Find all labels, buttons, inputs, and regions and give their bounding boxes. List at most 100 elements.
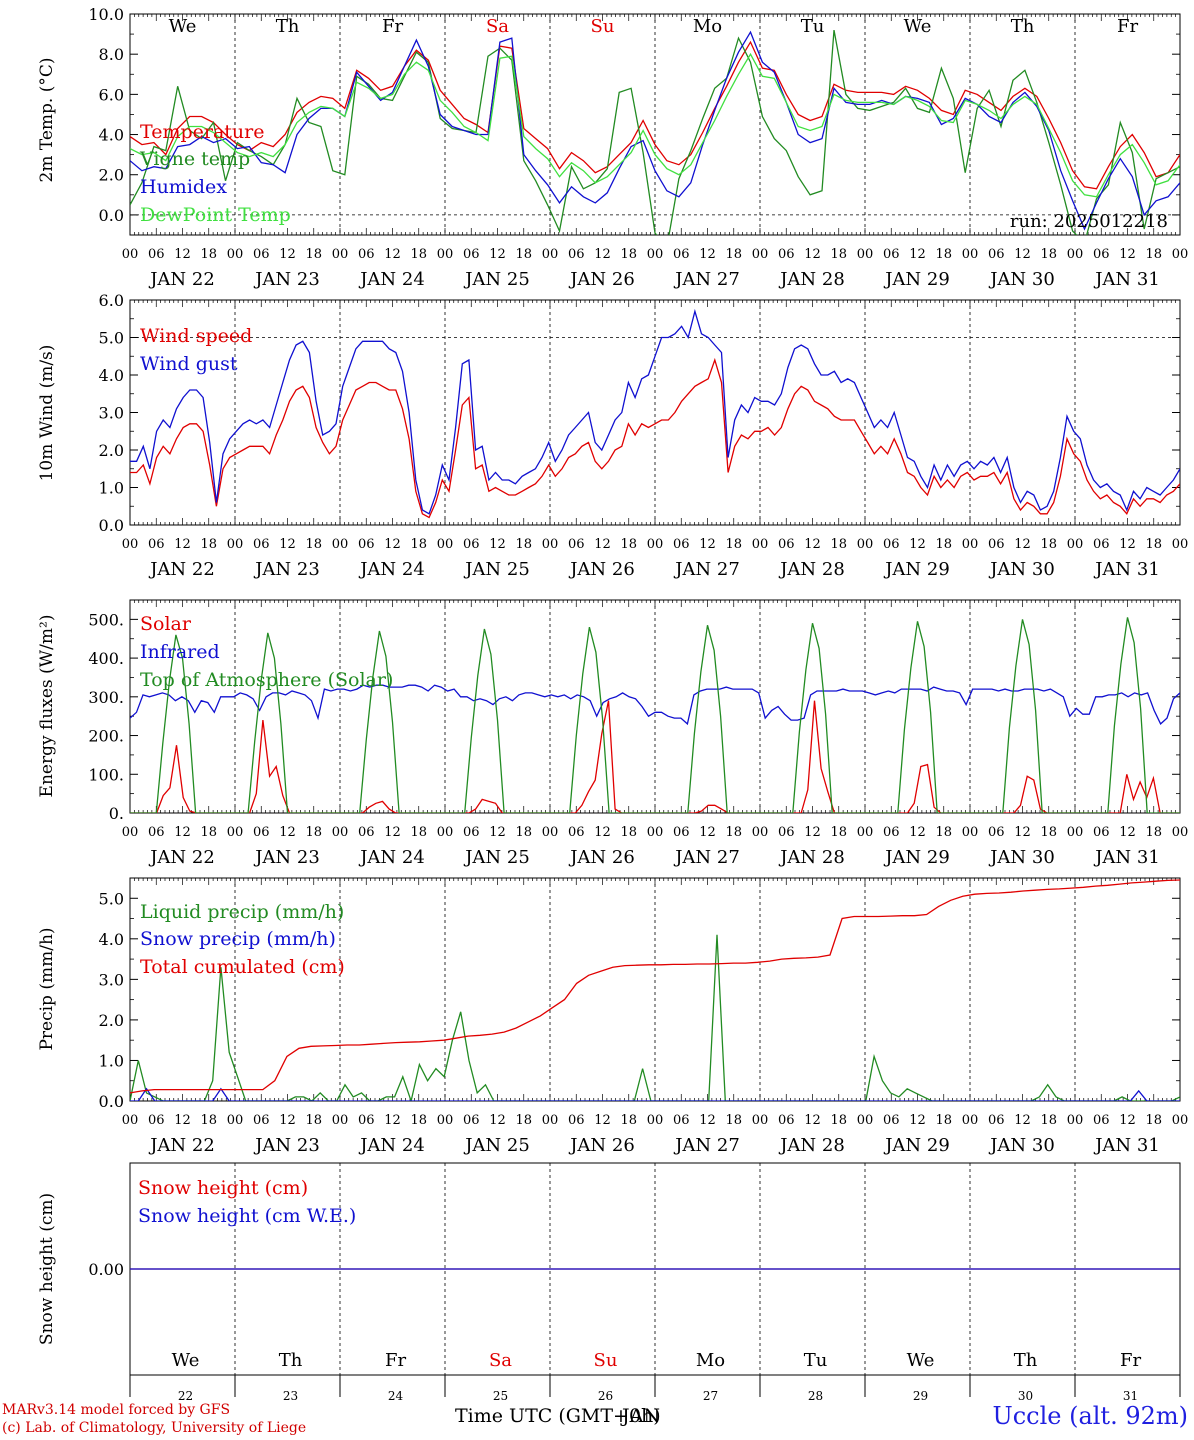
day-number-label: 28 <box>808 1389 823 1403</box>
hour-label: 12 <box>804 247 821 262</box>
series-line-vigne-temp <box>130 29 1180 235</box>
hour-label: 12 <box>594 825 611 840</box>
date-label: JAN 27 <box>673 847 740 868</box>
hour-label: 00 <box>1067 1113 1084 1128</box>
legend-entry: Infrared <box>140 641 220 663</box>
hour-label: 12 <box>384 247 401 262</box>
hour-label: 18 <box>305 537 322 552</box>
date-label: JAN 24 <box>358 269 425 290</box>
hour-label: 00 <box>122 825 139 840</box>
hour-label: 00 <box>857 825 874 840</box>
date-label: JAN 29 <box>883 1135 950 1156</box>
date-label: JAN 26 <box>568 847 635 868</box>
series-line-liquid-precip-mm-h- <box>130 934 1180 1101</box>
hour-label: 00 <box>1067 537 1084 552</box>
legend-entry: Wind speed <box>140 325 252 347</box>
series-line-top-of-atmosphere-solar- <box>130 617 1180 813</box>
hour-label: 06 <box>358 247 375 262</box>
hour-label: 00 <box>1172 537 1189 552</box>
y-tick-label: 4.0 <box>99 930 124 949</box>
series-line-temperature <box>130 40 1180 190</box>
date-label: JAN 31 <box>1093 559 1160 580</box>
date-label: JAN 31 <box>1093 1135 1160 1156</box>
date-label: JAN 25 <box>463 847 530 868</box>
hour-label: 06 <box>988 247 1005 262</box>
hour-label: 06 <box>253 247 270 262</box>
hour-label: 18 <box>620 537 637 552</box>
date-label: JAN 24 <box>358 1135 425 1156</box>
date-label: JAN 24 <box>358 559 425 580</box>
series-line-humidex <box>130 30 1180 231</box>
hour-label: 12 <box>1119 247 1136 262</box>
hour-label: 06 <box>1093 537 1110 552</box>
panel-4: 5.0 4.0 3.0 2.0 1.0 0.0 Precip (mm/h) Liquid pr… <box>37 877 1188 1156</box>
hour-label: 12 <box>279 537 296 552</box>
hour-label: 18 <box>515 537 532 552</box>
legend-entry: Wind gust <box>140 353 238 375</box>
hour-label: 18 <box>410 825 427 840</box>
hour-label: 12 <box>279 247 296 262</box>
legend-entry: Snow height (cm) <box>138 1177 308 1199</box>
x-axis-title-overlap: JAN <box>622 1405 660 1427</box>
day-number-label: 22 <box>178 1389 193 1403</box>
weekday-label: Mo <box>693 16 722 37</box>
hour-label: 00 <box>1067 825 1084 840</box>
legend-entry: Total cumulated (cm) <box>140 956 345 978</box>
legend-entry: Snow precip (mm/h) <box>140 928 336 950</box>
hour-label: 18 <box>830 247 847 262</box>
date-label: JAN 28 <box>778 847 845 868</box>
hour-label: 12 <box>594 1113 611 1128</box>
date-label: JAN 22 <box>148 847 215 868</box>
hour-label: 12 <box>489 825 506 840</box>
weekday-label: Tu <box>801 16 825 37</box>
hour-label: 06 <box>988 537 1005 552</box>
hour-label: 00 <box>752 825 769 840</box>
hour-label: 06 <box>358 1113 375 1128</box>
hour-label: 12 <box>489 537 506 552</box>
hour-label: 18 <box>305 825 322 840</box>
panel-5: 0.00 Snow height (cm) Snow height (cm) Snow… <box>37 1162 1181 1403</box>
hour-label: 18 <box>1040 1113 1057 1128</box>
hour-label: 00 <box>647 825 664 840</box>
hour-label: 00 <box>647 1113 664 1128</box>
model-credit: MARv3.14 model forced by GFS <box>2 1402 231 1418</box>
weekday-label: Fr <box>385 1350 406 1371</box>
hour-label: 00 <box>542 537 559 552</box>
hour-label: 06 <box>883 247 900 262</box>
lab-credit: (c) Lab. of Climatology, University of L… <box>2 1420 307 1436</box>
date-label: JAN 27 <box>673 559 740 580</box>
day-number-label: 26 <box>598 1389 613 1403</box>
hour-label: 06 <box>148 247 165 262</box>
hour-label: 18 <box>620 247 637 262</box>
date-label: JAN 30 <box>988 269 1055 290</box>
hour-label: 18 <box>1040 825 1057 840</box>
y-tick-label: 3.0 <box>99 404 124 423</box>
date-label: JAN 23 <box>253 1135 320 1156</box>
hour-label: 12 <box>384 1113 401 1128</box>
hour-label: 06 <box>253 1113 270 1128</box>
y-tick-label: 0.0 <box>99 206 124 225</box>
hour-label: 06 <box>463 247 480 262</box>
hour-label: 18 <box>305 1113 322 1128</box>
date-label: JAN 23 <box>253 847 320 868</box>
hour-label: 06 <box>358 825 375 840</box>
weekday-label: Tu <box>804 1350 828 1371</box>
hour-label: 06 <box>148 825 165 840</box>
hour-label: 12 <box>909 247 926 262</box>
y-tick-label: 0. <box>109 804 124 823</box>
hour-label: 00 <box>1067 247 1084 262</box>
hour-label: 00 <box>437 825 454 840</box>
hour-label: 06 <box>1093 247 1110 262</box>
hour-label: 12 <box>909 537 926 552</box>
hour-label: 00 <box>122 537 139 552</box>
day-number-label: 29 <box>913 1389 928 1403</box>
hour-label: 00 <box>857 1113 874 1128</box>
hour-label: 00 <box>122 247 139 262</box>
hour-label: 00 <box>437 247 454 262</box>
hour-label: 12 <box>804 825 821 840</box>
hour-label: 18 <box>200 537 217 552</box>
date-label: JAN 29 <box>883 559 950 580</box>
legend-entry: DewPoint Temp <box>140 204 291 226</box>
date-label: JAN 29 <box>883 847 950 868</box>
